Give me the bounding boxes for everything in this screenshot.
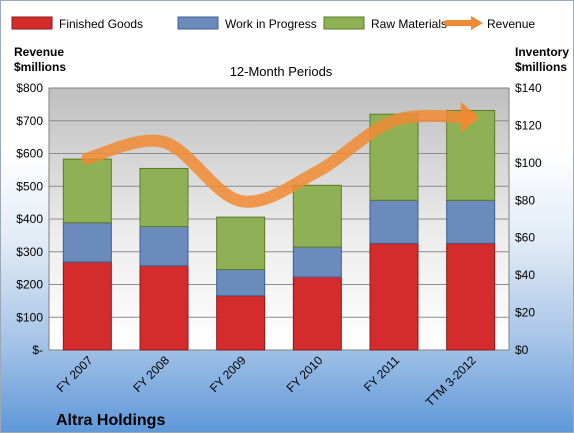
revenue-arrowhead xyxy=(460,101,479,134)
bar-raw-materials xyxy=(139,167,189,227)
left-tick-label: $- xyxy=(32,343,43,357)
right-tick-label: $60 xyxy=(515,231,535,245)
category-label: FY 2010 xyxy=(284,353,326,395)
bar-work-in-progress xyxy=(446,199,496,244)
chart-title: 12-Month Periods xyxy=(230,64,333,79)
left-axis-ticks: $- $100 $200 $300 $400 $500 $600 $700 $800 xyxy=(16,81,43,357)
legend-swatch-raw-materials xyxy=(323,16,365,30)
legend-swatch-work-in-progress xyxy=(177,16,219,30)
bar-raw-materials xyxy=(292,184,342,248)
legend: Finished Goods Work in Progress Raw Mate… xyxy=(11,16,535,31)
bar-work-in-progress xyxy=(139,225,189,267)
legend-label-finished-goods: Finished Goods xyxy=(59,17,143,31)
right-tick-label: $120 xyxy=(515,118,542,132)
left-axis-title-line2: $millions xyxy=(14,60,66,74)
gridlines xyxy=(49,120,509,318)
bar-work-in-progress xyxy=(292,246,342,278)
category-label: FY 2008 xyxy=(130,353,172,395)
right-tick-label: $20 xyxy=(515,306,535,320)
legend-arrow-revenue xyxy=(471,16,483,30)
bar-finished-goods xyxy=(292,276,342,351)
revenue-line-layer xyxy=(81,101,479,208)
category-label: FY 2011 xyxy=(361,353,402,394)
bar-raw-materials xyxy=(216,216,266,271)
company-name: Altra Holdings xyxy=(56,412,165,429)
right-tick-label: $80 xyxy=(515,193,535,207)
category-label: FY 2009 xyxy=(207,353,249,395)
bar-finished-goods xyxy=(139,265,189,351)
bar-finished-goods xyxy=(369,242,419,351)
right-axis-ticks: $0 $20 $40 $60 $80 $100 $120 $140 xyxy=(515,81,542,357)
bar-work-in-progress xyxy=(62,222,112,263)
legend-label-work-in-progress: Work in Progress xyxy=(225,17,317,31)
left-tick-label: $400 xyxy=(16,212,43,226)
bar-work-in-progress xyxy=(216,269,266,297)
bar-raw-materials xyxy=(446,109,496,201)
right-tick-label: $0 xyxy=(515,343,529,357)
category-label: FY 2007 xyxy=(54,353,96,395)
left-tick-label: $800 xyxy=(16,81,43,95)
revenue-line xyxy=(81,109,477,208)
right-tick-label: $140 xyxy=(515,81,542,95)
legend-swatch-finished-goods xyxy=(11,16,53,30)
left-tick-label: $500 xyxy=(16,179,43,193)
left-tick-label: $700 xyxy=(16,114,43,128)
bar-finished-goods xyxy=(62,261,112,351)
left-tick-label: $300 xyxy=(16,245,43,259)
bars xyxy=(62,109,496,351)
left-tick-label: $200 xyxy=(16,278,43,292)
left-axis-title-line1: Revenue xyxy=(14,45,64,59)
bar-finished-goods xyxy=(216,295,266,351)
left-tick-label: $600 xyxy=(16,147,43,161)
left-tick-label: $100 xyxy=(16,310,43,324)
bar-finished-goods xyxy=(446,242,496,351)
bar-raw-materials xyxy=(62,158,112,224)
right-axis-title-line2: $millions xyxy=(515,60,567,74)
right-axis-title-line1: Inventory xyxy=(515,45,569,59)
right-tick-label: $100 xyxy=(515,156,542,170)
category-labels: FY 2007 FY 2008 FY 2009 FY 2010 FY 2011 TTM 3… xyxy=(54,353,479,409)
legend-label-revenue: Revenue xyxy=(487,17,535,31)
bar-work-in-progress xyxy=(369,199,419,244)
category-label: TTM 3-2012 xyxy=(423,353,479,409)
legend-label-raw-materials: Raw Materials xyxy=(371,17,447,31)
right-tick-label: $40 xyxy=(515,268,535,282)
